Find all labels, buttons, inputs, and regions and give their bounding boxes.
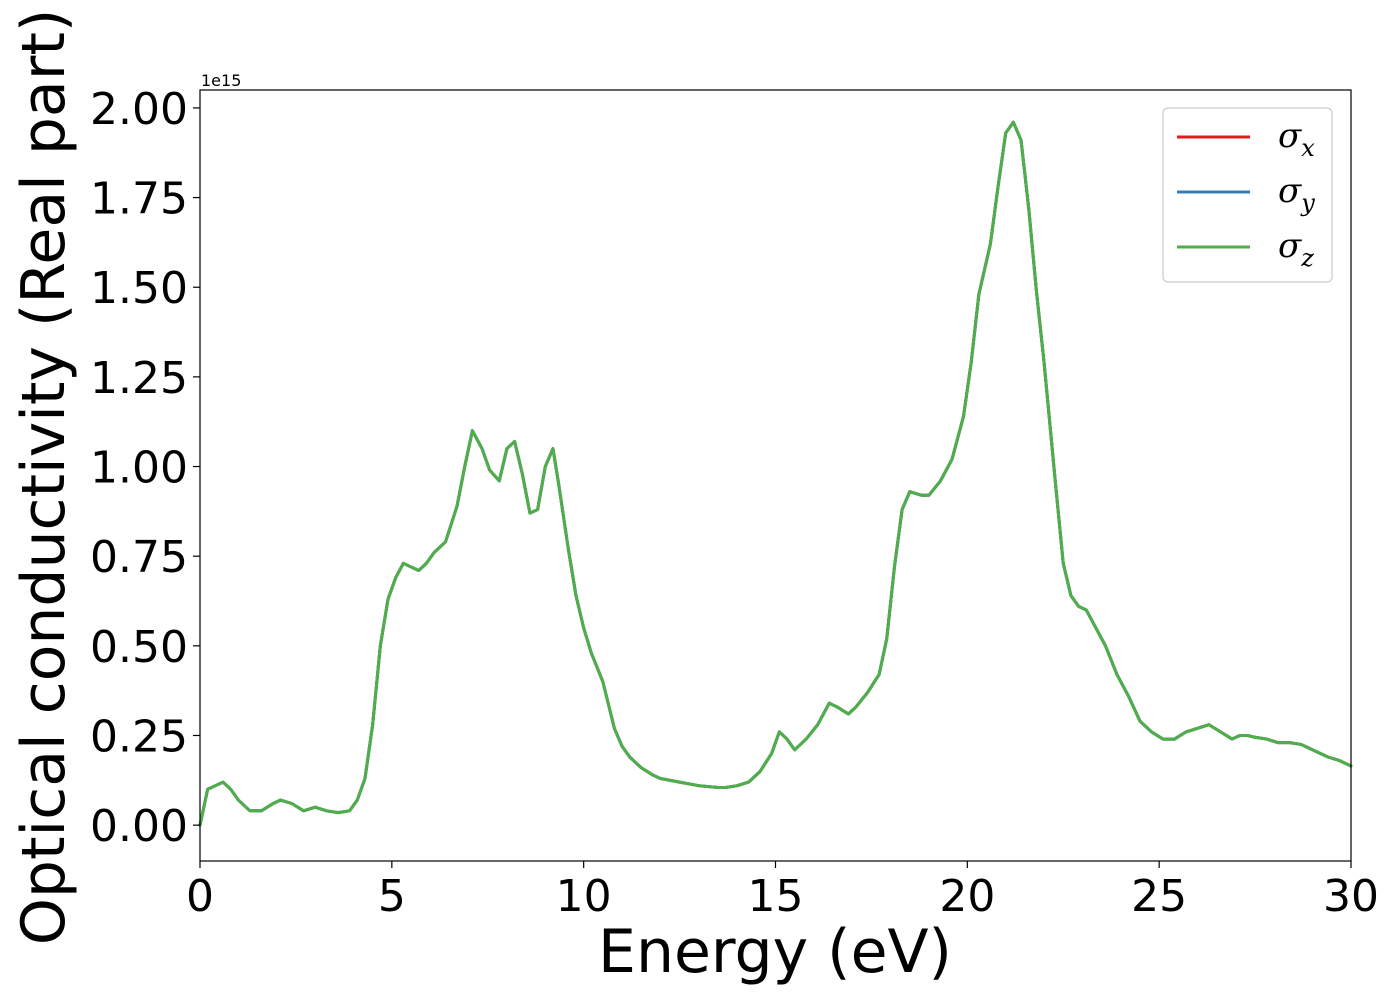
y-tick-label: 0.25: [90, 711, 188, 762]
y-tick-label: 0.50: [90, 622, 188, 673]
y-tick-label: 1.25: [90, 353, 188, 404]
x-tick-label: 10: [556, 871, 612, 922]
x-tick-label: 30: [1323, 871, 1379, 922]
series-line-3: [198, 120, 1353, 827]
y-axis-title: Optical conductivity (Real part): [9, 9, 79, 946]
x-axis-title: Energy (eV): [598, 917, 952, 987]
y-axis: 0.00 0.25 0.50 0.75 1.00 1.25 1.50 1.75 2.00: [90, 84, 200, 852]
x-tick-label: 0: [186, 871, 214, 922]
legend-label: σx: [1278, 116, 1315, 162]
legend-box: [1162, 107, 1333, 283]
x-tick-label: 5: [378, 871, 406, 922]
x-tick-label: 25: [1131, 871, 1187, 922]
series-layer: [198, 120, 1353, 827]
y-tick-label: 2.00: [90, 84, 188, 135]
y-tick-label: 1.00: [90, 443, 188, 494]
y-tick-label: 1.75: [90, 174, 188, 225]
y-offset-label: 1e15: [201, 71, 241, 90]
legend: σx σy σz: [1162, 107, 1333, 283]
x-tick-label: 20: [939, 871, 995, 922]
y-tick-label: 1.50: [90, 263, 188, 314]
x-tick-label: 15: [748, 871, 804, 922]
legend-label: σy: [1278, 171, 1315, 217]
legend-label: σz: [1278, 226, 1314, 272]
y-tick-label: 0.00: [90, 801, 188, 852]
x-axis: 0 5 10 15 20 25 30: [186, 861, 1379, 922]
plot-area: [200, 90, 1351, 861]
y-tick-label: 0.75: [90, 532, 188, 583]
